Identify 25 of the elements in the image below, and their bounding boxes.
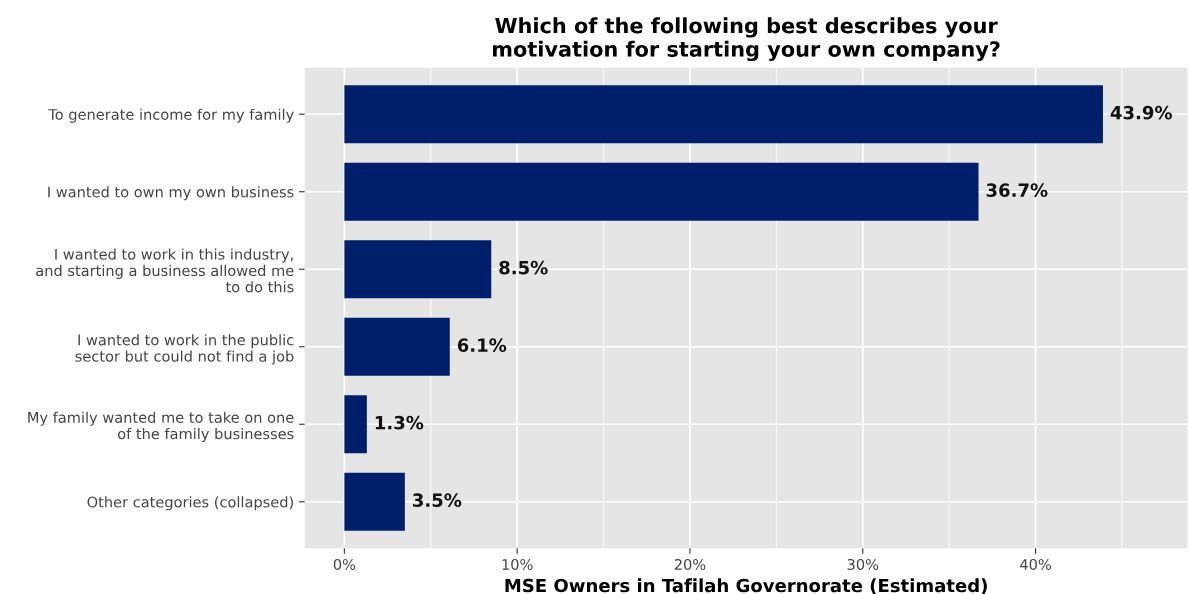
x-tick-label: 0%	[333, 558, 356, 570]
x-tick-label: 20%	[674, 558, 706, 570]
bar	[344, 85, 1103, 144]
data-label: 43.9%	[1110, 105, 1172, 120]
x-axis-title: MSE Owners in Tafilah Governorate (Estimated)	[505, 578, 987, 594]
y-tick-label: To generate income for my family	[48, 108, 294, 123]
y-tick-label: My family wanted me to take on one of the family businesses	[28, 411, 294, 443]
data-label: 1.3%	[375, 415, 424, 430]
x-tick-label: 40%	[1020, 558, 1051, 570]
chart-title: Which of the following best describes your motivation for starting your own company?	[493, 17, 1000, 62]
bar	[344, 240, 492, 299]
bar	[344, 395, 367, 454]
bar	[344, 317, 450, 376]
y-tick-label: I wanted to own my own business	[48, 186, 294, 201]
y-tick-label: Other categories (collapsed)	[87, 496, 293, 511]
bar	[344, 472, 405, 531]
data-label: 36.7%	[986, 183, 1048, 197]
data-label: 8.5%	[499, 260, 548, 275]
y-tick-label: I wanted to work in the public sector but could not find a job	[75, 334, 294, 365]
bar	[344, 162, 979, 221]
y-tick-label: I wanted to work in this industry, and starting a business allowed me to do this	[36, 248, 294, 293]
data-label: 6.1%	[457, 338, 507, 352]
x-tick-label: 10%	[502, 558, 533, 570]
x-tick-label: 30%	[847, 558, 879, 570]
data-label: 3.5%	[413, 493, 462, 507]
